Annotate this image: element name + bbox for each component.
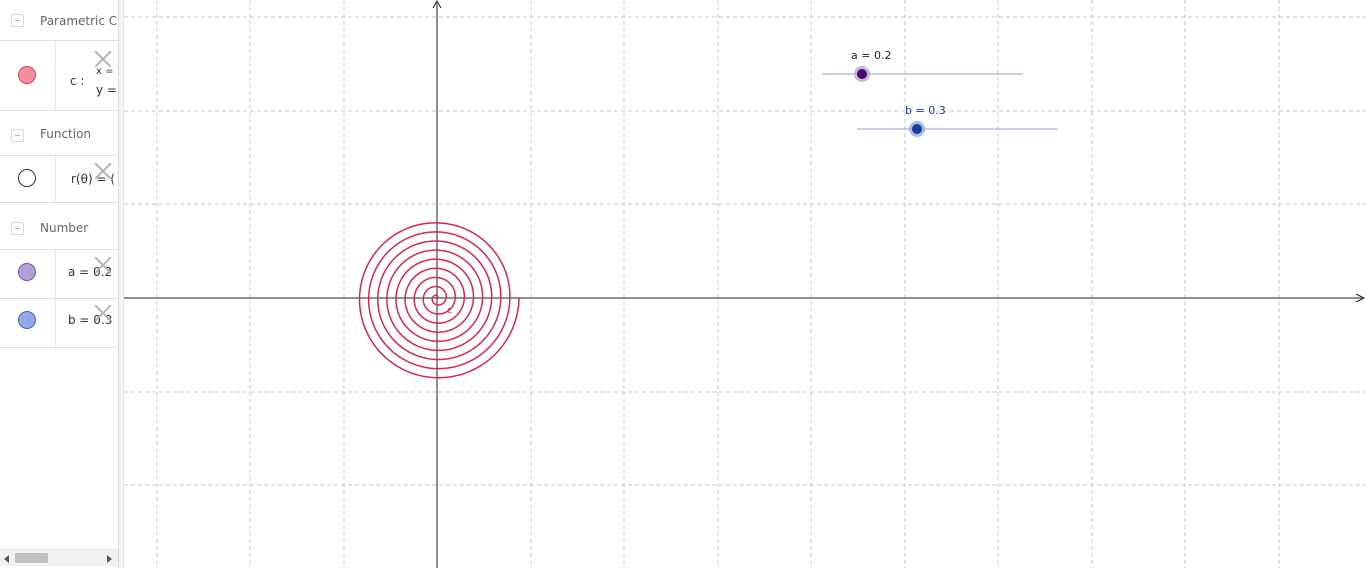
visibility-toggle-icon[interactable] (18, 169, 36, 187)
visibility-toggle-icon[interactable] (18, 311, 36, 329)
slider-b[interactable]: b = 0.3 (857, 104, 1058, 137)
algebra-item-number-b[interactable]: b = 0.3 (0, 299, 118, 348)
slider-b-handle[interactable] (912, 124, 922, 134)
algebra-item-curve-c[interactable]: c : x = y = (0, 41, 118, 111)
algebra-item-function-r[interactable]: r(θ) = ( (0, 156, 118, 203)
marble-cell (0, 156, 56, 202)
collapse-icon[interactable] (11, 14, 24, 27)
close-icon[interactable] (94, 50, 112, 68)
graphics-view[interactable]: c a = 0.2 b = 0.3 (124, 0, 1366, 568)
marble-cell (0, 41, 56, 110)
horizontal-scrollbar[interactable] (0, 549, 118, 566)
marble-cell (0, 250, 56, 298)
group-label: Parametric Cu (40, 14, 118, 28)
algebra-view: Parametric Cu c : x = y = Function r(θ) … (0, 0, 118, 568)
visibility-toggle-icon[interactable] (18, 263, 36, 281)
group-header-number[interactable]: Number (0, 203, 118, 250)
curve-x-definition[interactable]: x = (96, 66, 114, 77)
curve-label-c: c (447, 306, 452, 316)
group-label: Number (40, 221, 89, 235)
scroll-left-icon[interactable] (4, 555, 9, 563)
collapse-icon[interactable] (11, 222, 24, 235)
visibility-toggle-icon[interactable] (18, 66, 36, 84)
slider-a-caption: a = 0.2 (851, 49, 891, 62)
curve-y-definition[interactable]: y = (96, 83, 117, 97)
grid (124, 0, 1366, 568)
collapse-icon[interactable] (11, 129, 24, 142)
slider-a[interactable]: a = 0.2 (822, 49, 1023, 82)
y-axis-arrow-icon (432, 0, 442, 9)
close-icon[interactable] (94, 304, 112, 322)
panel-divider[interactable] (118, 0, 124, 568)
axes (124, 0, 1366, 568)
algebra-item-number-a[interactable]: a = 0.2 (0, 250, 118, 299)
slider-a-handle[interactable] (857, 69, 867, 79)
close-icon[interactable] (94, 256, 112, 274)
x-axis-arrow-icon (1355, 293, 1366, 303)
marble-cell (0, 299, 56, 347)
slider-b-caption: b = 0.3 (905, 104, 946, 117)
spiral-curve[interactable] (358, 222, 520, 379)
scroll-right-icon[interactable] (107, 555, 112, 563)
scrollbar-thumb[interactable] (15, 553, 48, 563)
group-header-function[interactable]: Function (0, 111, 118, 156)
close-icon[interactable] (94, 162, 112, 180)
group-label: Function (40, 127, 92, 141)
curve-label: c : (70, 74, 85, 88)
group-header-parametric-curve[interactable]: Parametric Cu (0, 0, 118, 41)
